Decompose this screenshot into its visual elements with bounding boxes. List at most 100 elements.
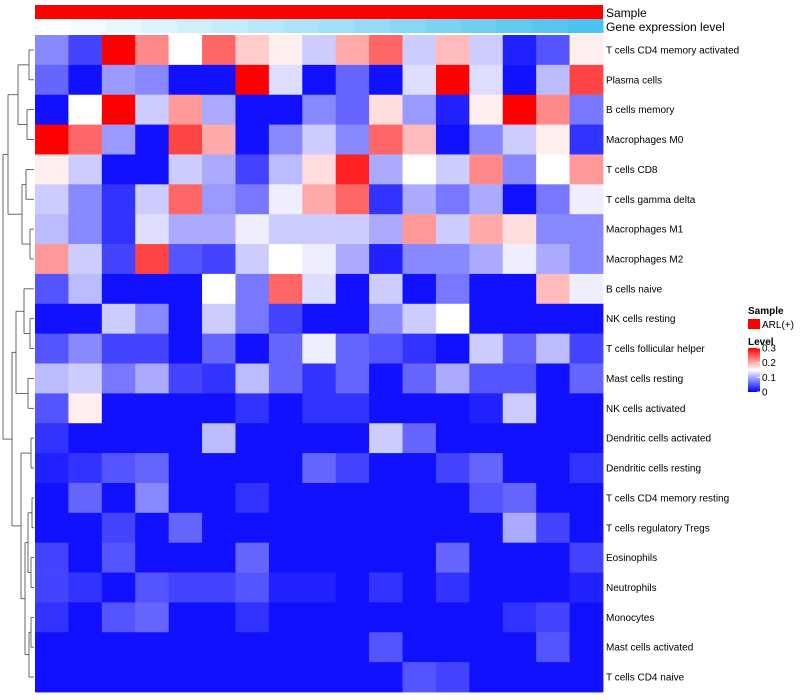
row-label: Macrophages M2 — [606, 254, 684, 265]
heatmap-cell — [502, 214, 537, 245]
heatmap-cell — [101, 244, 136, 275]
heatmap-cell — [135, 393, 170, 424]
heatmap-cell — [235, 572, 270, 603]
heatmap-cell — [202, 572, 236, 603]
legend: Sample ARL(+) Level 0.3 0.2 0.1 0 — [748, 306, 794, 399]
row-label: Dendritic cells activated — [606, 434, 711, 445]
heatmap-cell — [569, 423, 604, 454]
heatmap-cell — [569, 94, 604, 125]
heatmap-cell — [268, 482, 303, 514]
heatmap-cell — [569, 453, 604, 484]
heatmap-cell — [469, 244, 504, 275]
annotation-gene-cell — [461, 19, 497, 33]
annotation-gene-cell — [141, 19, 178, 33]
heatmap-cell — [101, 154, 136, 185]
heatmap-cell — [202, 64, 236, 96]
heatmap-cell — [168, 35, 203, 66]
heatmap-cell — [435, 94, 470, 125]
heatmap-cell — [68, 512, 103, 544]
heatmap-cell — [502, 184, 537, 215]
heatmap-cell — [302, 244, 337, 275]
heatmap-cell — [569, 124, 604, 155]
heatmap-cell — [335, 512, 370, 544]
heatmap-cell — [369, 35, 403, 66]
heatmap-cell — [135, 363, 170, 394]
annotation-gene-cell — [425, 19, 462, 33]
heatmap-cell — [469, 572, 504, 603]
heatmap-cell — [369, 423, 403, 454]
heatmap-cell — [68, 393, 103, 424]
heatmap-cell — [369, 632, 403, 663]
row-label: T cells gamma delta — [606, 195, 696, 206]
heatmap-cell — [235, 363, 270, 394]
heatmap-cell — [101, 124, 136, 155]
heatmap-cell — [235, 35, 270, 66]
heatmap-cell — [369, 184, 403, 215]
heatmap-cell — [202, 662, 236, 693]
annotation-gene-cell — [248, 19, 284, 33]
heatmap-cell — [402, 273, 437, 305]
heatmap-cell — [268, 64, 303, 96]
heatmap-cell — [502, 393, 537, 424]
heatmap-cell — [35, 542, 69, 573]
heatmap-cell — [101, 363, 136, 394]
heatmap-cell — [68, 482, 103, 514]
heatmap-cell — [469, 154, 504, 185]
heatmap-cell — [502, 244, 537, 275]
heatmap-cell — [402, 184, 437, 215]
row-dendrogram — [2, 49, 34, 678]
annotation-label-sample: Sample — [606, 6, 647, 20]
heatmap-cell — [335, 35, 370, 66]
heatmap-cell — [68, 35, 103, 66]
heatmap-cell — [335, 273, 370, 305]
heatmap-cell — [268, 94, 303, 125]
heatmap-cell — [35, 662, 69, 693]
heatmap-cell — [335, 662, 370, 693]
heatmap-cell — [101, 662, 136, 693]
heatmap-cell — [402, 512, 437, 544]
heatmap-cell — [502, 154, 537, 185]
heatmap-cell — [502, 35, 537, 66]
heatmap-cell — [469, 273, 504, 305]
heatmap-cell — [569, 602, 604, 633]
heatmap-cell — [536, 393, 570, 424]
heatmap-cell — [335, 124, 370, 155]
heatmap-cell — [402, 35, 437, 66]
heatmap-cell — [402, 662, 437, 693]
legend-level-title: Level — [748, 337, 774, 348]
heatmap-cell — [68, 214, 103, 245]
heatmap-cell — [268, 393, 303, 424]
heatmap-cell — [168, 512, 203, 544]
heatmap-cell — [502, 512, 537, 544]
heatmap-cell — [435, 64, 470, 96]
heatmap-cell — [369, 303, 403, 335]
heatmap-cell — [469, 303, 504, 335]
heatmap-cell — [35, 64, 69, 96]
heatmap-cell — [302, 542, 337, 573]
heatmap-cell — [536, 363, 570, 394]
heatmap-cell — [369, 214, 403, 245]
annotation-label-gene-expression: Gene expression level — [606, 20, 725, 34]
heatmap-cell — [135, 542, 170, 573]
heatmap-cell — [235, 303, 270, 335]
heatmap-cell — [35, 423, 69, 454]
heatmap-cell — [469, 184, 504, 215]
legend-tick-label: 0.1 — [762, 373, 776, 384]
heatmap-cell — [502, 94, 537, 125]
heatmap-cell — [369, 453, 403, 484]
heatmap-cell — [302, 512, 337, 544]
heatmap-cell — [435, 35, 470, 66]
heatmap-cell — [402, 542, 437, 573]
heatmap-cell — [135, 572, 170, 603]
heatmap-cell — [402, 632, 437, 663]
heatmap-cell — [235, 214, 270, 245]
heatmap-cell — [569, 214, 604, 245]
heatmap-cell — [135, 512, 170, 544]
heatmap-cell — [168, 94, 203, 125]
row-label: T cells CD4 naive — [606, 673, 685, 684]
heatmap-cell — [168, 184, 203, 215]
row-label: Dendritic cells resting — [606, 464, 701, 475]
heatmap-cell — [35, 154, 69, 185]
heatmap-cell — [101, 632, 136, 663]
legend-sample-swatch — [748, 319, 760, 329]
